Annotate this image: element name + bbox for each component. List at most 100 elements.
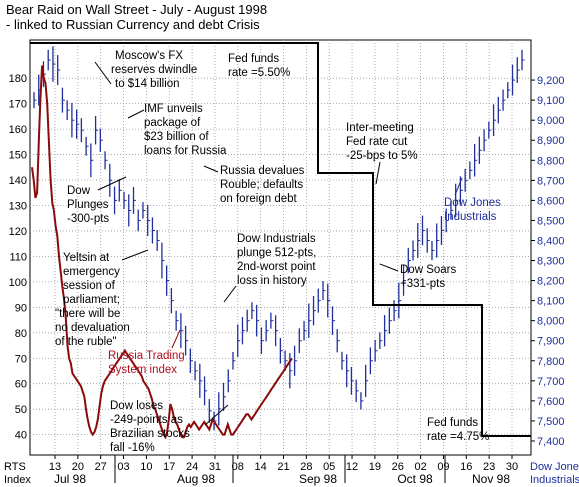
- annotation-imf-line: IMF unveils: [144, 103, 203, 115]
- annotation-imf-line: package of: [144, 117, 201, 129]
- month-label: Sep 98: [299, 472, 337, 486]
- month-label: Nov 98: [472, 472, 510, 486]
- left-tick-label: 150: [9, 150, 27, 162]
- x-tick-label: 26: [392, 461, 404, 473]
- annotation-inter-meeting-line: Inter-meeting: [346, 122, 414, 134]
- right-axis-label: Industrials: [530, 474, 579, 486]
- left-tick-label: 140: [9, 175, 27, 187]
- right-tick-label: 9,200: [537, 75, 565, 87]
- annotation-inter-meeting: Inter-meeting Fed rate cut -25-bps to 5%: [346, 122, 418, 185]
- annotation-dow-jones-line: Dow Jones: [444, 197, 501, 209]
- annotation-russia-devalues-line: Russia devalues: [220, 165, 305, 177]
- left-tick-label: 110: [9, 251, 27, 263]
- annotation-yeltsin-line: emergency: [63, 266, 120, 278]
- annotation-imf: IMF unveils package of $23 billion of lo…: [127, 103, 227, 157]
- left-axis-label: RTS: [4, 461, 26, 473]
- annotation-russia-trading: Russia Trading System index: [108, 329, 185, 376]
- annotation-dow-jones-industrials: Dow Jones Industrials: [444, 177, 501, 223]
- x-tick-label: 27: [95, 461, 107, 473]
- annotation-fed-550-line: Fed funds: [228, 53, 279, 65]
- annotation-russia-trading-line: Russia Trading: [108, 350, 185, 362]
- annotation-russia-trading-line: System index: [108, 364, 177, 376]
- annotation-inter-meeting-pointer: [375, 161, 381, 185]
- x-tick-label: 24: [186, 461, 198, 473]
- annotation-dow-loses-249: Dow loses -249-points as Brazilian stock…: [110, 400, 229, 454]
- x-tick-label: 20: [72, 461, 84, 473]
- annotation-dow-plunges-pointer: [97, 176, 127, 191]
- right-axis-label: Dow Jones: [530, 461, 579, 473]
- x-tick-label: 30: [506, 461, 518, 473]
- annotation-russia-devalues-line: on foreign debt: [220, 193, 298, 205]
- right-tick-label: 7,600: [537, 396, 565, 408]
- plot-frame: [29, 39, 532, 456]
- annotation-dow-loses-line: Brazilian stocks: [110, 428, 190, 440]
- left-tick-label: 90: [15, 302, 27, 314]
- right-tick-label: 9,100: [537, 95, 565, 107]
- left-axis-ticks: 40 50 60 70 80 90 100 110 120 130 140 150 160 170 180: [9, 73, 27, 441]
- annotation-yeltsin-line: session of: [63, 280, 116, 292]
- left-tick-label: 100: [9, 277, 27, 289]
- annotation-inter-meeting-line: -25-bps to 5%: [346, 150, 418, 162]
- x-tick-label: 03: [117, 461, 129, 473]
- x-axis-ticks: 13 20 27 03 10 17 24 31 08 14 21 28 05 12 19 26 02 09 16 23…: [49, 455, 518, 473]
- right-tick-label: 8,300: [537, 256, 565, 268]
- annotation-inter-meeting-line: Fed rate cut: [346, 136, 408, 148]
- left-tick-label: 60: [15, 379, 27, 391]
- x-tick-label: 23: [483, 461, 495, 473]
- annotation-yeltsin-line: "there will be: [55, 308, 120, 320]
- annotation-dow-loses-pointer: [204, 404, 229, 426]
- right-axis-ticks: 7,400 7,500 7,600 7,700 7,800 7,900 8,000 8,100…: [531, 75, 565, 448]
- annotation-moscow-fx-line: Moscow's FX: [115, 50, 183, 62]
- annotation-dow-loses-line: Dow loses: [110, 400, 163, 412]
- right-tick-label: 8,700: [537, 175, 565, 187]
- annotation-yeltsin-pointer: [121, 249, 149, 261]
- left-tick-label: 70: [15, 353, 27, 365]
- annotation-yeltsin-line: Yeltsin at: [63, 252, 110, 264]
- left-tick-label: 170: [9, 99, 27, 111]
- annotation-dow-512-line: loss in history: [237, 275, 307, 287]
- x-tick-label: 13: [49, 461, 61, 473]
- annotation-dow-soars-line: +331-pts: [400, 278, 445, 290]
- annotation-fed-475-line: Fed funds: [427, 417, 478, 429]
- x-tick-label: 12: [346, 461, 358, 473]
- x-tick-label: 31: [209, 461, 221, 473]
- right-tick-label: 7,500: [537, 416, 565, 428]
- annotation-russia-devalues-pointer: [203, 165, 219, 173]
- x-tick-label: 19: [369, 461, 381, 473]
- annotation-yeltsin-line: of the ruble": [55, 336, 117, 348]
- annotation-dow-512: Dow Industrials plunge 512-pts, 2nd-wors…: [223, 233, 316, 303]
- x-tick-label: 28: [300, 461, 312, 473]
- annotation-dow-soars-line: Dow Soars: [400, 264, 456, 276]
- annotation-yeltsin: Yeltsin at emergency session of parliame…: [55, 249, 149, 348]
- x-tick-label: 08: [232, 461, 244, 473]
- annotation-dow-plunges-line: Plunges: [67, 199, 109, 211]
- month-labels: Jul 98 Aug 98 Sep 98 Oct 98 Nov 98: [54, 455, 510, 486]
- right-tick-label: 8,200: [537, 276, 565, 288]
- right-tick-label: 7,800: [537, 356, 565, 368]
- annotation-dow-512-line: 2nd-worst point: [237, 261, 316, 273]
- right-tick-label: 8,800: [537, 155, 565, 167]
- annotation-yeltsin-line: parliament;: [63, 294, 120, 306]
- x-tick-label: 17: [163, 461, 175, 473]
- x-tick-label: 21: [277, 461, 289, 473]
- annotation-russia-devalues-line: Rouble; defaults: [220, 179, 303, 191]
- right-tick-label: 7,400: [537, 436, 565, 448]
- annotation-russia-trading-pointer: [171, 329, 181, 349]
- annotation-fed-475: Fed funds rate =4.75%: [427, 417, 489, 443]
- x-tick-label: 14: [255, 461, 267, 473]
- rts-index-line: [31, 65, 293, 440]
- annotation-fed-550-line: rate =5.50%: [228, 67, 290, 79]
- right-tick-label: 8,000: [537, 316, 565, 328]
- left-tick-label: 40: [15, 430, 27, 442]
- annotation-dow-512-line: plunge 512-pts,: [237, 247, 316, 259]
- annotation-moscow-fx-pointer: [94, 61, 112, 85]
- month-label: Oct 98: [397, 472, 433, 486]
- annotation-moscow-fx-line: to $14 billion: [115, 78, 180, 90]
- chart-title-line-1: Bear Raid on Wall Street - July - August…: [6, 2, 268, 17]
- right-tick-label: 8,900: [537, 135, 565, 147]
- annotation-imf-line: $23 billion of: [144, 131, 209, 143]
- left-tick-label: 120: [9, 226, 27, 238]
- left-tick-label: 130: [9, 200, 27, 212]
- annotation-dow-soars: Dow Soars +331-pts: [379, 263, 456, 290]
